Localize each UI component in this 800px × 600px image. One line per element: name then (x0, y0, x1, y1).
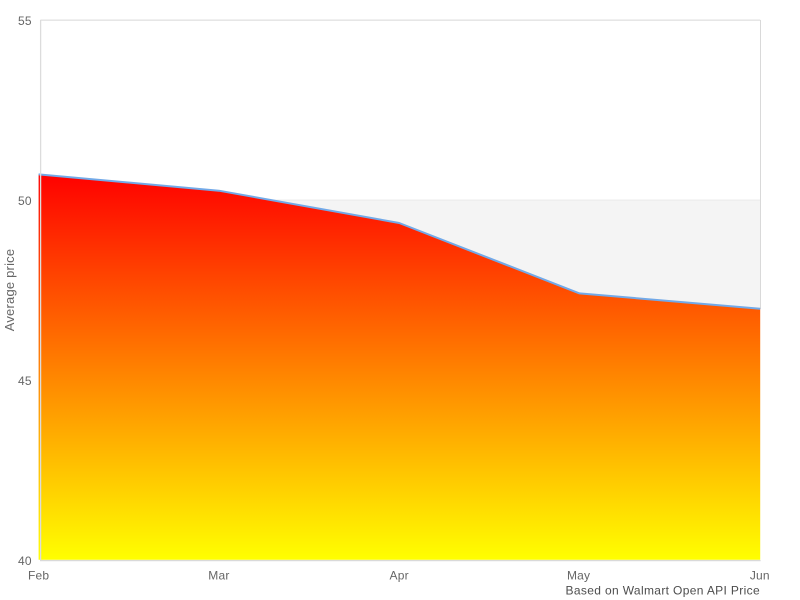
svg-text:Mar: Mar (208, 568, 229, 582)
svg-text:45: 45 (18, 374, 32, 388)
svg-text:Apr: Apr (390, 568, 409, 582)
svg-text:Average price: Average price (2, 249, 17, 332)
svg-text:Feb: Feb (28, 568, 49, 582)
svg-text:May: May (567, 568, 590, 582)
svg-text:55: 55 (18, 14, 32, 28)
svg-text:40: 40 (18, 554, 32, 568)
svg-text:Jun: Jun (750, 568, 770, 582)
svg-text:Based on Walmart Open API Pric: Based on Walmart Open API Price (566, 584, 761, 598)
svg-text:50: 50 (18, 194, 32, 208)
